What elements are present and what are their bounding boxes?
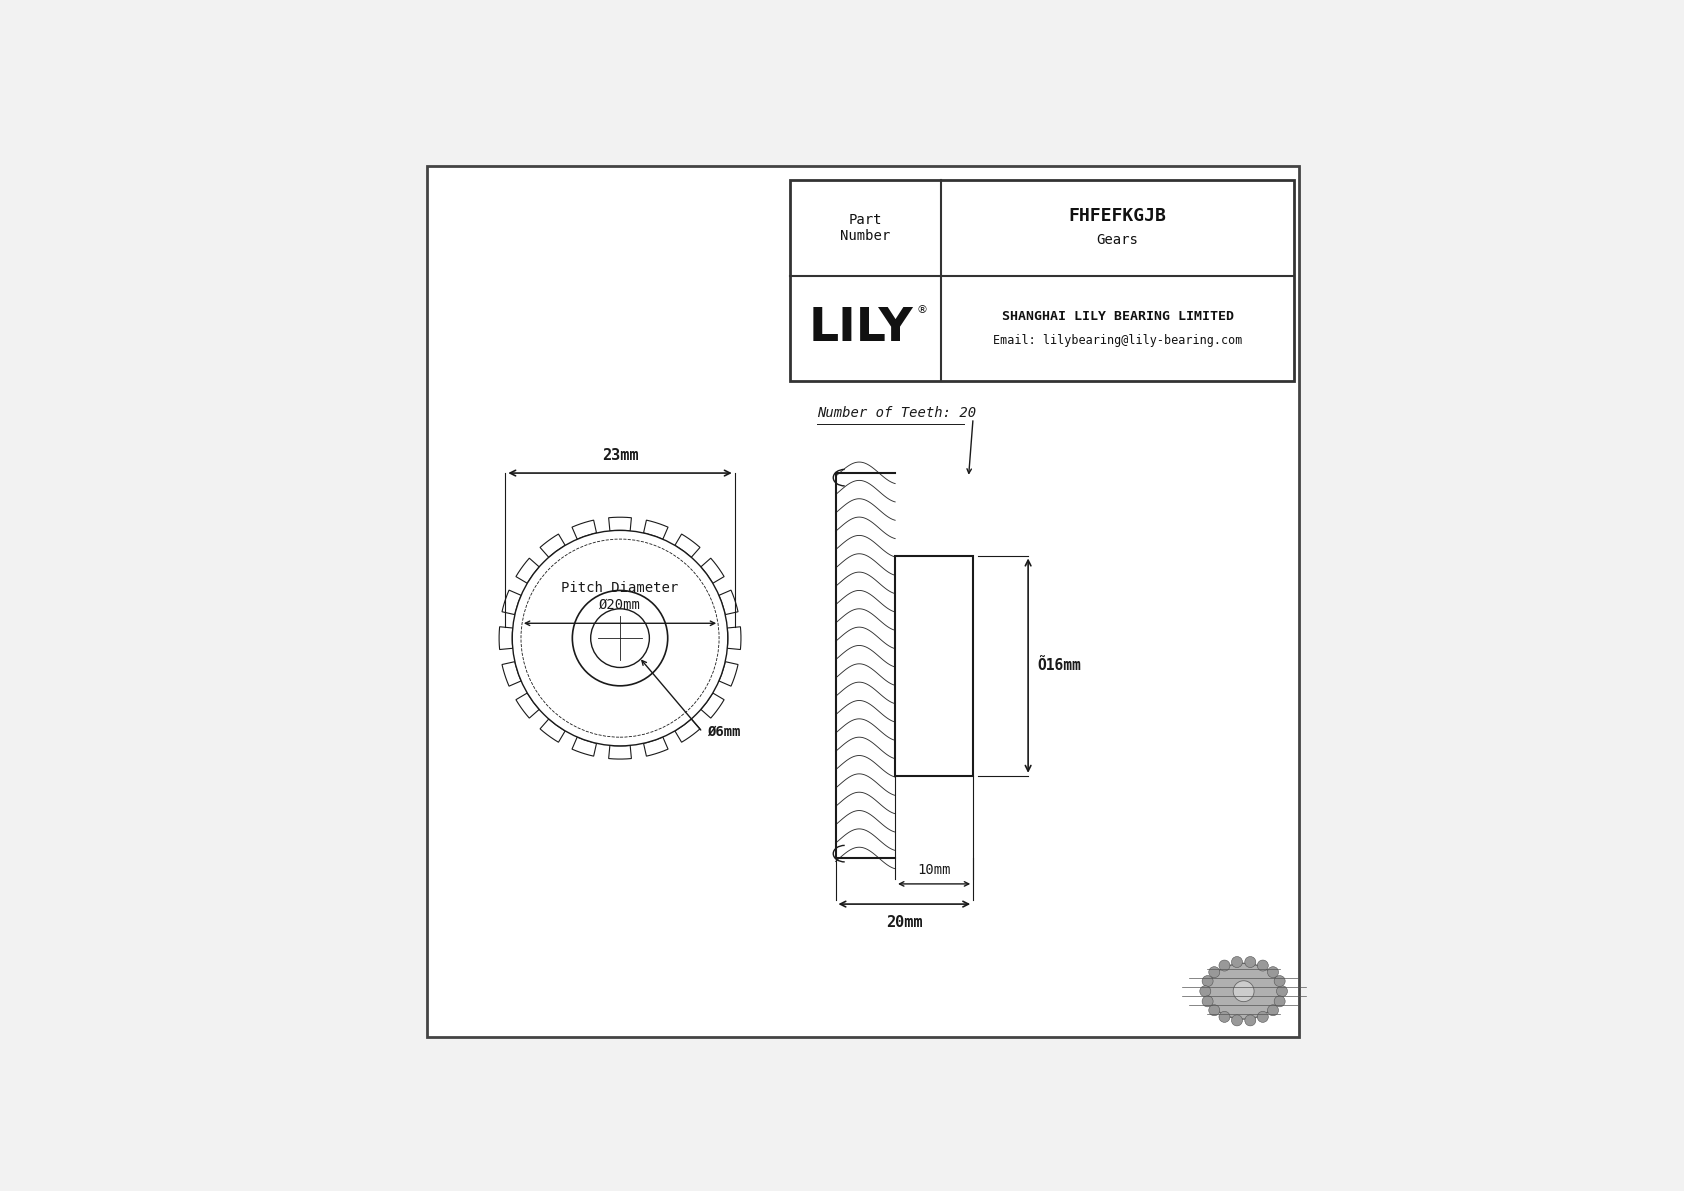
Text: SHANGHAI LILY BEARING LIMITED: SHANGHAI LILY BEARING LIMITED <box>1002 310 1234 323</box>
Text: LILY: LILY <box>808 306 913 351</box>
Circle shape <box>1219 1011 1229 1022</box>
Circle shape <box>1244 1015 1256 1025</box>
Polygon shape <box>573 737 596 756</box>
Text: Õ16mm: Õ16mm <box>1037 659 1081 673</box>
Polygon shape <box>502 590 520 615</box>
Circle shape <box>1231 1015 1243 1025</box>
Polygon shape <box>502 662 520 686</box>
Text: Gears: Gears <box>1096 232 1138 247</box>
Polygon shape <box>608 517 632 531</box>
Text: Number of Teeth: 20: Number of Teeth: 20 <box>817 406 977 420</box>
Bar <box>790 180 1293 381</box>
Text: ®: ® <box>916 305 928 316</box>
Polygon shape <box>675 719 701 742</box>
Polygon shape <box>701 559 724 584</box>
Circle shape <box>591 609 650 667</box>
Polygon shape <box>541 534 566 557</box>
Polygon shape <box>515 559 539 584</box>
Text: Ø20mm: Ø20mm <box>600 598 642 611</box>
Bar <box>830 468 1019 862</box>
Circle shape <box>1202 975 1212 986</box>
Text: 20mm: 20mm <box>886 915 923 930</box>
Polygon shape <box>701 693 724 718</box>
Polygon shape <box>675 534 701 557</box>
Circle shape <box>1244 956 1256 967</box>
Text: Ø6mm: Ø6mm <box>707 725 741 740</box>
Polygon shape <box>643 520 669 540</box>
Polygon shape <box>498 626 512 649</box>
Text: Part
Number: Part Number <box>840 213 891 243</box>
Circle shape <box>512 530 727 746</box>
Polygon shape <box>573 520 596 540</box>
Ellipse shape <box>1207 964 1280 1019</box>
Circle shape <box>498 517 741 760</box>
Circle shape <box>1219 960 1229 971</box>
Circle shape <box>1209 967 1219 978</box>
Polygon shape <box>719 590 738 615</box>
Circle shape <box>1202 996 1212 1006</box>
Polygon shape <box>719 662 738 686</box>
Circle shape <box>1199 986 1211 997</box>
Circle shape <box>1276 986 1288 997</box>
Polygon shape <box>608 746 632 759</box>
Text: Pitch Diameter: Pitch Diameter <box>561 581 679 594</box>
Text: FHFEFKGJB: FHFEFKGJB <box>1069 207 1167 225</box>
Circle shape <box>1268 1005 1278 1016</box>
Text: 10mm: 10mm <box>918 862 951 877</box>
Polygon shape <box>541 719 566 742</box>
Circle shape <box>1209 1005 1219 1016</box>
Circle shape <box>1258 960 1268 971</box>
Circle shape <box>1231 956 1243 967</box>
Circle shape <box>1233 980 1255 1002</box>
Bar <box>896 555 973 775</box>
Polygon shape <box>727 626 741 649</box>
Circle shape <box>1258 1011 1268 1022</box>
Polygon shape <box>643 737 669 756</box>
Polygon shape <box>515 693 539 718</box>
Circle shape <box>1275 975 1285 986</box>
Text: 23mm: 23mm <box>601 448 638 463</box>
Circle shape <box>1268 967 1278 978</box>
Text: Email: lilybearing@lily-bearing.com: Email: lilybearing@lily-bearing.com <box>994 333 1243 347</box>
Circle shape <box>573 591 669 686</box>
Circle shape <box>1275 996 1285 1006</box>
